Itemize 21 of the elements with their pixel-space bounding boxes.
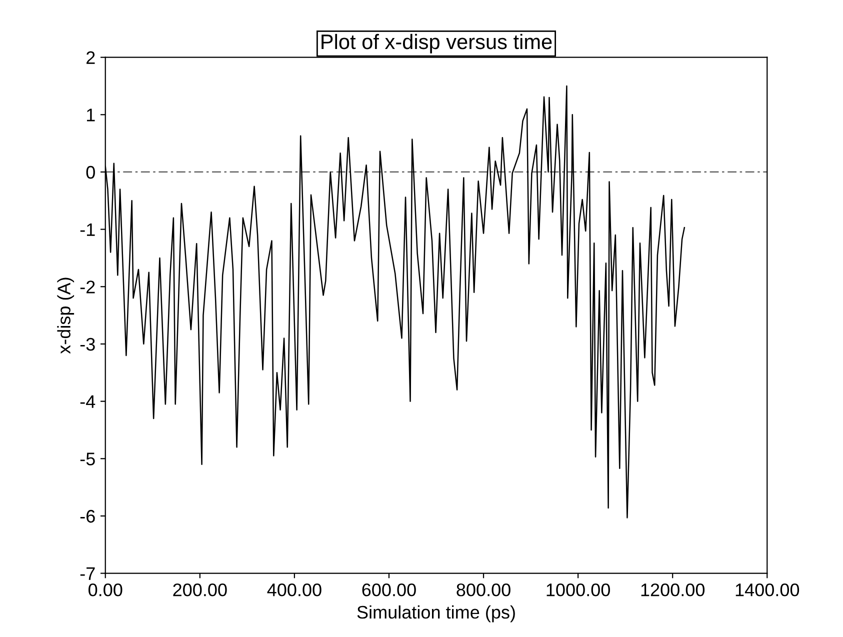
y-tick-label: -2 <box>80 280 95 294</box>
chart-title: Plot of x-disp versus time <box>322 34 552 54</box>
y-tick-label: 1 <box>86 108 95 122</box>
x-tick-label: 1200.00 <box>641 584 705 596</box>
y-tick-label: 2 <box>86 51 95 64</box>
y-tick-label: -6 <box>80 510 95 523</box>
x-tick-label: 0.00 <box>88 584 122 596</box>
x-tick-label: 200.00 <box>173 584 227 596</box>
y-tick-label: -7 <box>80 567 95 580</box>
y-axis-title: x-disp (A) <box>57 278 74 354</box>
x-axis-title: Simulation time (ps) <box>357 605 515 622</box>
y-tick-label: -1 <box>80 223 95 236</box>
y-tick-label: 0 <box>86 166 95 179</box>
x-tick-label: 600.00 <box>362 584 416 596</box>
y-tick-label: -5 <box>80 452 95 466</box>
x-tick-label: 1400.00 <box>736 584 800 596</box>
x-tick-label: 400.00 <box>267 584 322 596</box>
y-tick-label: -3 <box>80 338 95 351</box>
x-tick-label: 1000.00 <box>546 584 610 596</box>
y-tick-label: -4 <box>80 395 96 408</box>
x-tick-label: 800.00 <box>456 584 510 596</box>
